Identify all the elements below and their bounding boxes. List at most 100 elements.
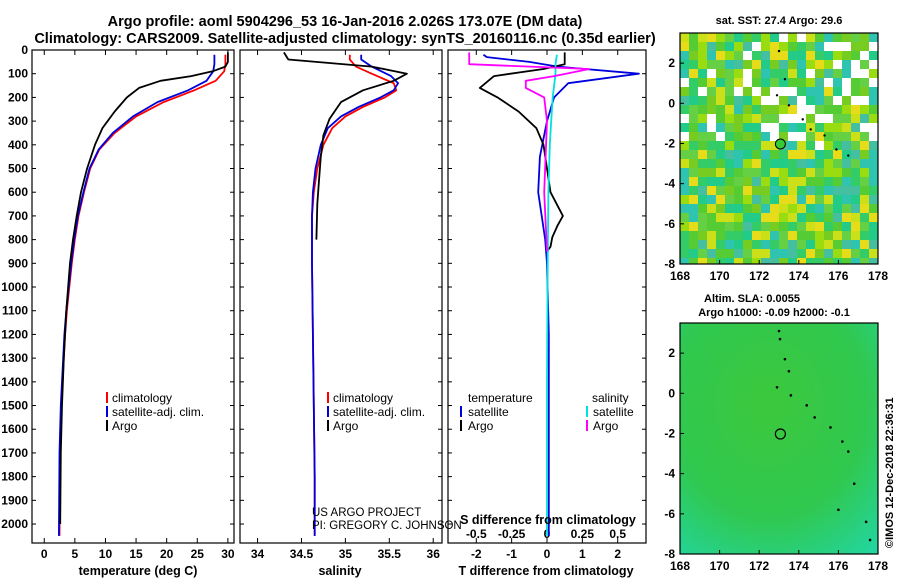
sst-cell	[842, 60, 851, 69]
sst-cell	[779, 60, 788, 69]
sst-cell	[770, 258, 779, 264]
sst-cell	[797, 69, 806, 78]
sst-cell	[698, 132, 707, 141]
sst-cell	[806, 96, 815, 105]
sst-cell	[770, 105, 779, 114]
sst-cell	[815, 132, 824, 141]
sst-cell	[716, 150, 725, 159]
sst-cell	[716, 231, 725, 240]
sst-cell	[824, 195, 833, 204]
sst-cell	[698, 186, 707, 195]
sst-cell	[761, 159, 770, 168]
sst-cell	[851, 60, 860, 69]
sst-cell	[752, 168, 761, 177]
x-tick-label: 20	[160, 547, 174, 561]
sst-cell	[734, 177, 743, 186]
sst-cell	[815, 78, 824, 87]
sst-cell	[824, 141, 833, 150]
sst-cell	[725, 78, 734, 87]
depth-tick-label: 2000	[1, 517, 28, 531]
sst-cell	[689, 123, 698, 132]
x-tick-label: 15	[129, 547, 143, 561]
sst-cell	[869, 258, 878, 264]
map-y-tick-label: -2	[664, 426, 675, 440]
sst-cell	[788, 105, 797, 114]
sst-cell	[779, 51, 788, 60]
sst-cell	[716, 195, 725, 204]
sst-cell	[716, 114, 725, 123]
sst-cell	[734, 186, 743, 195]
sst-cell	[743, 177, 752, 186]
sst-cell	[788, 186, 797, 195]
sst-cell	[761, 141, 770, 150]
sst-cell	[761, 195, 770, 204]
sst-cell	[734, 87, 743, 96]
sst-cell	[743, 87, 752, 96]
x-tick-label-salinity: -0.5	[466, 527, 487, 541]
sst-cell	[680, 87, 689, 96]
x-tick-label: 1	[579, 547, 586, 561]
sst-cell	[815, 150, 824, 159]
sst-cell	[680, 213, 689, 222]
sst-cell	[851, 195, 860, 204]
sst-cell	[770, 60, 779, 69]
sst-cell	[707, 204, 716, 213]
sst-cell	[779, 114, 788, 123]
sst-cell	[752, 60, 761, 69]
sst-cell	[797, 222, 806, 231]
sst-cell	[770, 123, 779, 132]
island-dot	[801, 118, 804, 121]
series-line-satellite-adj-clim-	[311, 54, 400, 536]
sst-cell	[824, 240, 833, 249]
island-dot	[829, 426, 832, 429]
sst-cell	[761, 204, 770, 213]
sst-cell	[788, 195, 797, 204]
sst-cell	[779, 195, 788, 204]
legend-label-argo: Argo	[333, 419, 359, 433]
sst-cell	[698, 195, 707, 204]
sst-cell	[806, 150, 815, 159]
sst-cell	[752, 123, 761, 132]
sst-cell	[860, 177, 869, 186]
sst-cell	[842, 213, 851, 222]
sst-cell	[680, 204, 689, 213]
map-x-tick-label: 172	[749, 269, 769, 283]
sst-cell	[779, 168, 788, 177]
sst-cell	[815, 213, 824, 222]
sst-cell	[707, 123, 716, 132]
sst-cell	[869, 114, 878, 123]
sst-cell	[752, 186, 761, 195]
sst-cell	[851, 231, 860, 240]
sst-cell	[815, 222, 824, 231]
sst-cell	[734, 231, 743, 240]
x-tick-label: 10	[99, 547, 113, 561]
sst-cell	[680, 114, 689, 123]
sst-cell	[770, 240, 779, 249]
sst-cell	[680, 159, 689, 168]
sst-cell	[860, 258, 869, 264]
sst-cell	[698, 168, 707, 177]
sst-cell	[716, 123, 725, 132]
sst-cell	[824, 159, 833, 168]
sst-cell	[833, 78, 842, 87]
sst-cell	[824, 60, 833, 69]
sst-cell	[833, 240, 842, 249]
sst-map-axes: 168 170 172 174 176 178 2 0 -2 -4 -6 -8	[664, 56, 888, 283]
sst-cell	[770, 213, 779, 222]
salinity-x-axis: 34 34.5 35 35.5 36	[240, 49, 442, 561]
sst-map-panel: sat. SST: 27.4 Argo: 29.6 168 170 172 174 17…	[664, 15, 888, 283]
sst-cell	[788, 240, 797, 249]
sst-cell	[752, 78, 761, 87]
map-y-tick-label: -8	[664, 257, 675, 271]
legend-label-t-argo: Argo	[468, 419, 494, 433]
sst-cell	[743, 240, 752, 249]
sst-cell	[833, 168, 842, 177]
sst-cell	[707, 231, 716, 240]
sst-cell	[860, 195, 869, 204]
sst-cell	[824, 105, 833, 114]
sst-cell	[833, 96, 842, 105]
sst-cell	[707, 150, 716, 159]
sst-cell	[824, 150, 833, 159]
sst-cell	[842, 186, 851, 195]
